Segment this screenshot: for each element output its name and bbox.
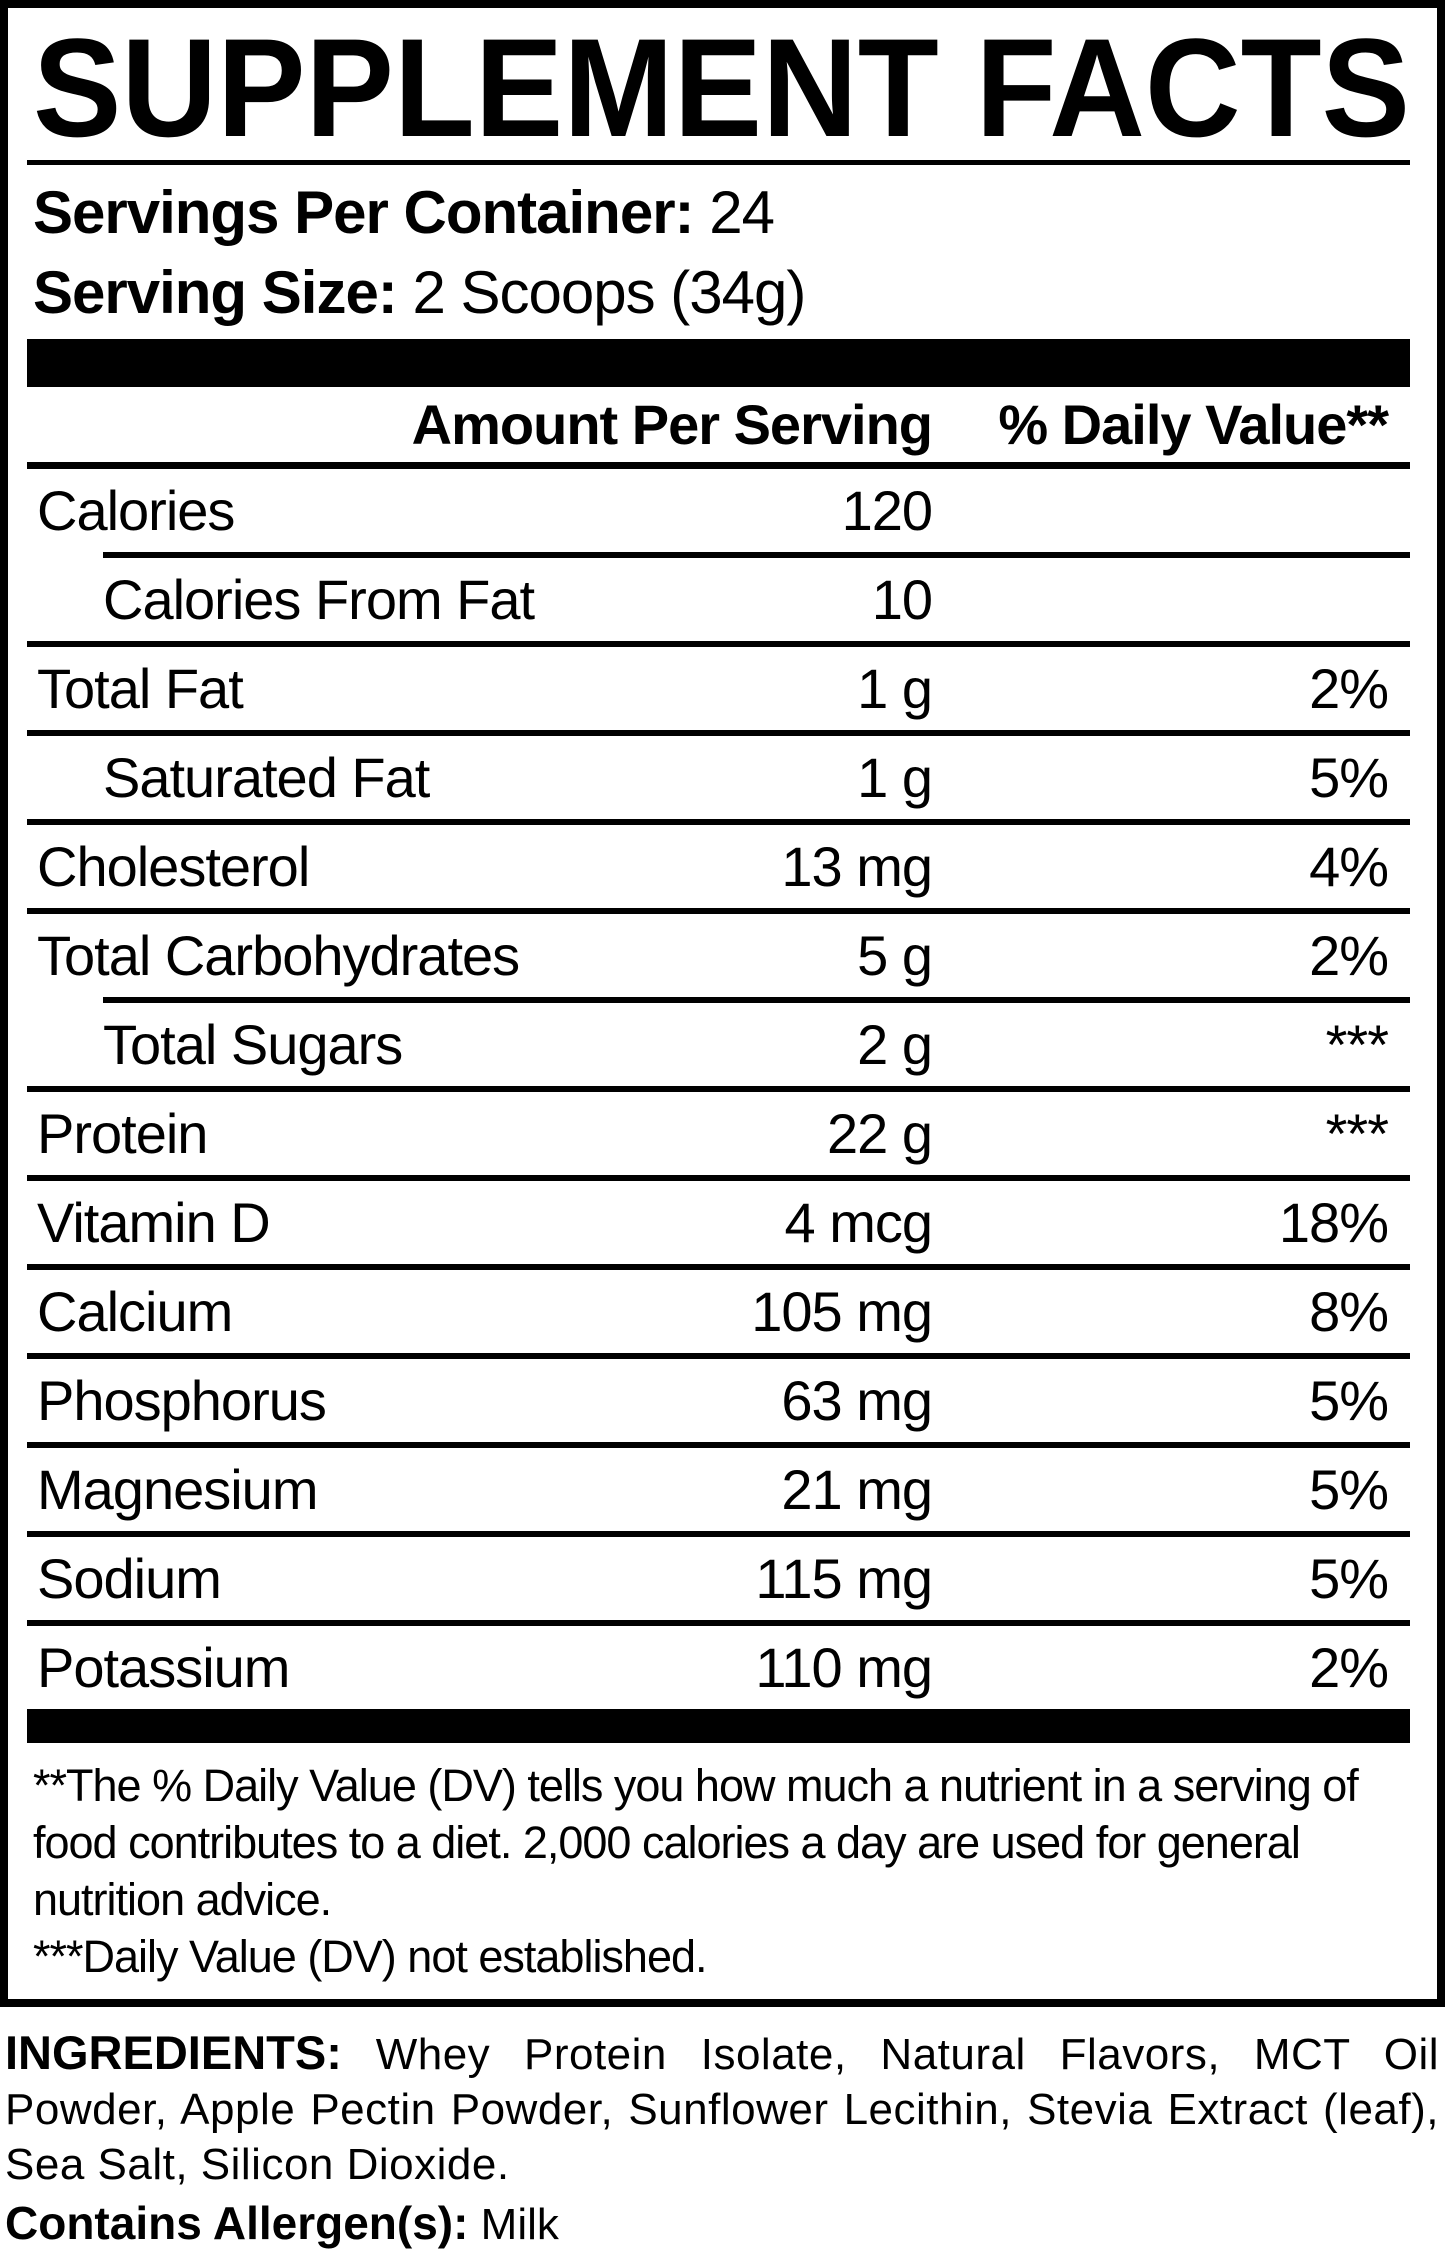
nutrient-name: Sodium	[37, 1547, 222, 1610]
allergen-label: Contains Allergen(s):	[5, 2197, 469, 2249]
servings-per-container: Servings Per Container: 24	[33, 173, 1410, 253]
nutrient-daily-value: 2%	[1309, 657, 1389, 720]
row-divider	[27, 1531, 1410, 1537]
panel-title: SUPPLEMENT FACTS	[33, 24, 1410, 146]
nutrient-daily-value: 18%	[1278, 1191, 1389, 1254]
column-header-daily-value: % Daily Value**	[998, 393, 1389, 456]
row-divider	[27, 1442, 1410, 1448]
nutrient-daily-value: 5%	[1309, 1458, 1389, 1521]
table-header: Amount Per Serving % Daily Value**	[27, 387, 1410, 462]
nutrient-name: Calories From Fat	[103, 568, 535, 631]
serving-size-label: Serving Size:	[33, 259, 398, 326]
nutrient-amount: 63 mg	[781, 1369, 933, 1432]
nutrient-row: Total Sugars 2 g ***	[27, 1003, 1410, 1086]
row-divider	[27, 1175, 1410, 1181]
nutrient-row: Total Fat 1 g 2%	[27, 647, 1410, 730]
nutrient-name: Total Carbohydrates	[37, 924, 520, 987]
title-divider	[27, 160, 1410, 165]
servings-per-container-value: 24	[709, 179, 775, 246]
nutrient-daily-value: ***	[1325, 1013, 1389, 1076]
ingredients-label: INGREDIENTS:	[5, 2026, 342, 2079]
nutrient-amount: 120	[841, 479, 933, 542]
ingredients-list: Whey Protein Isolate, Natural Flavors, M…	[5, 2030, 1439, 2189]
nutrient-amount: 115 mg	[755, 1547, 933, 1610]
nutrient-name: Magnesium	[37, 1458, 318, 1521]
nutrient-name: Phosphorus	[37, 1369, 327, 1432]
nutrient-daily-value: 5%	[1309, 1369, 1389, 1432]
serving-size: Serving Size: 2 Scoops (34g)	[33, 253, 1410, 333]
nutrient-daily-value: 8%	[1309, 1280, 1389, 1343]
nutrient-daily-value: 4%	[1309, 835, 1389, 898]
nutrient-row: Vitamin D 4 mcg 18%	[27, 1181, 1410, 1264]
nutrient-name: Protein	[37, 1102, 208, 1165]
nutrient-row: Total Carbohydrates 5 g 2%	[27, 914, 1410, 997]
row-divider	[27, 819, 1410, 825]
nutrient-name: Vitamin D	[37, 1191, 271, 1254]
nutrient-amount: 13 mg	[781, 835, 933, 898]
section-bar-top	[27, 339, 1410, 387]
nutrient-row: Cholesterol 13 mg 4%	[27, 825, 1410, 908]
nutrient-row: Sodium 115 mg 5%	[27, 1537, 1410, 1620]
allergen-line: Contains Allergen(s): Milk	[5, 2196, 1439, 2252]
ingredients-text: INGREDIENTS: Whey Protein Isolate, Natur…	[5, 2025, 1439, 2192]
nutrient-name: Calories	[37, 479, 235, 542]
header-divider	[27, 462, 1410, 469]
nutrient-amount: 10	[871, 568, 933, 631]
nutrient-name: Total Sugars	[103, 1013, 403, 1076]
nutrient-amount: 110 mg	[755, 1636, 933, 1699]
nutrient-row: Calories 120	[27, 469, 1410, 552]
serving-info: Servings Per Container: 24 Serving Size:…	[27, 165, 1410, 339]
nutrient-name: Total Fat	[37, 657, 244, 720]
row-divider	[27, 730, 1410, 736]
nutrient-amount: 22 g	[827, 1102, 933, 1165]
nutrient-row: Potassium 110 mg 2%	[27, 1626, 1410, 1709]
row-divider	[27, 1086, 1410, 1092]
nutrient-daily-value: 5%	[1309, 1547, 1389, 1610]
nutrient-amount: 105 mg	[751, 1280, 933, 1343]
nutrient-row: Phosphorus 63 mg 5%	[27, 1359, 1410, 1442]
row-divider	[103, 997, 1410, 1003]
row-divider	[27, 1353, 1410, 1359]
nutrient-row: Calcium 105 mg 8%	[27, 1270, 1410, 1353]
serving-size-value: 2 Scoops (34g)	[412, 259, 806, 326]
footnote-daily-value: **The % Daily Value (DV) tells you how m…	[33, 1760, 1359, 1925]
nutrient-amount: 5 g	[857, 924, 933, 987]
servings-per-container-label: Servings Per Container:	[33, 179, 695, 246]
nutrient-daily-value: 2%	[1309, 1636, 1389, 1699]
ingredients-section: INGREDIENTS: Whey Protein Isolate, Natur…	[5, 2025, 1439, 2252]
nutrient-row: Calories From Fat 10	[27, 558, 1410, 641]
nutrient-amount: 21 mg	[781, 1458, 933, 1521]
footnotes: **The % Daily Value (DV) tells you how m…	[27, 1743, 1410, 1985]
nutrient-amount: 1 g	[857, 657, 933, 720]
nutrient-name: Cholesterol	[37, 835, 310, 898]
row-divider	[27, 908, 1410, 914]
nutrient-table: Calories 120 Calories From Fat 10 Total …	[27, 469, 1410, 1709]
nutrient-row: Magnesium 21 mg 5%	[27, 1448, 1410, 1531]
supplement-facts-panel: SUPPLEMENT FACTS Servings Per Container:…	[0, 0, 1445, 2007]
row-divider	[103, 552, 1410, 558]
nutrient-daily-value: 5%	[1309, 746, 1389, 809]
nutrient-name: Calcium	[37, 1280, 233, 1343]
allergen-value: Milk	[480, 2200, 559, 2249]
panel-title-wrap: SUPPLEMENT FACTS	[33, 24, 1410, 146]
nutrient-name: Saturated Fat	[103, 746, 430, 809]
nutrient-amount: 4 mcg	[784, 1191, 934, 1254]
nutrient-daily-value: 2%	[1309, 924, 1389, 987]
nutrient-name: Potassium	[37, 1636, 290, 1699]
row-divider	[27, 1620, 1410, 1626]
section-bar-bottom	[27, 1709, 1410, 1743]
nutrient-daily-value: ***	[1325, 1102, 1389, 1165]
row-divider	[27, 641, 1410, 647]
footnote-not-established: ***Daily Value (DV) not established.	[33, 1931, 708, 1982]
nutrient-amount: 1 g	[857, 746, 933, 809]
nutrient-row: Protein 22 g ***	[27, 1092, 1410, 1175]
nutrient-amount: 2 g	[857, 1013, 933, 1076]
column-header-amount: Amount Per Serving	[411, 393, 933, 456]
nutrient-row: Saturated Fat 1 g 5%	[27, 736, 1410, 819]
row-divider	[27, 1264, 1410, 1270]
